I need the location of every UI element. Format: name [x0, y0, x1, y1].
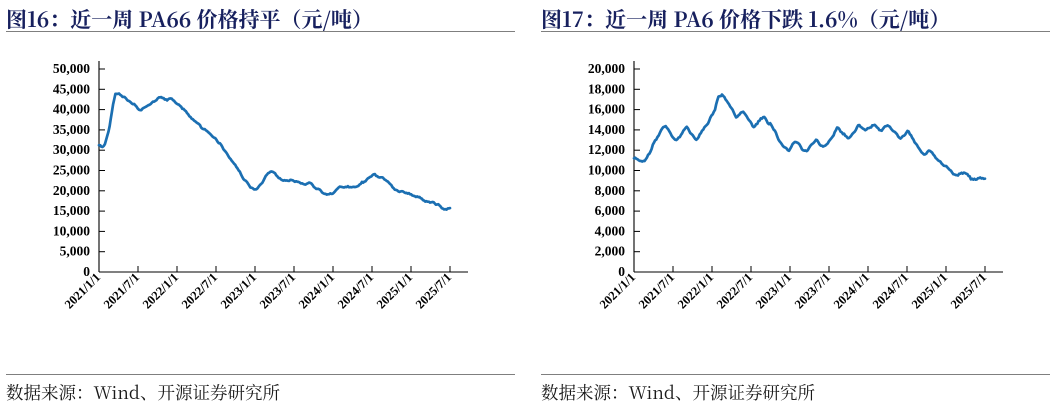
- svg-text:12,000: 12,000: [588, 142, 625, 157]
- svg-text:16,000: 16,000: [588, 102, 625, 117]
- svg-text:2025/1/1: 2025/1/1: [909, 270, 950, 311]
- svg-text:20,000: 20,000: [588, 61, 625, 76]
- svg-text:2024/7/1: 2024/7/1: [870, 270, 911, 311]
- svg-text:10,000: 10,000: [588, 163, 625, 178]
- svg-text:5,000: 5,000: [60, 244, 91, 259]
- svg-text:2024/7/1: 2024/7/1: [335, 270, 376, 311]
- svg-text:2023/1/1: 2023/1/1: [753, 270, 794, 311]
- svg-text:35,000: 35,000: [53, 122, 90, 137]
- svg-text:2024/1/1: 2024/1/1: [296, 270, 337, 311]
- svg-text:2022/7/1: 2022/7/1: [714, 270, 755, 311]
- svg-text:2022/1/1: 2022/1/1: [140, 270, 181, 311]
- svg-text:40,000: 40,000: [53, 102, 90, 117]
- svg-text:2,000: 2,000: [595, 244, 626, 259]
- svg-text:2023/7/1: 2023/7/1: [792, 270, 833, 311]
- svg-text:30,000: 30,000: [53, 142, 90, 157]
- svg-text:50,000: 50,000: [53, 61, 90, 76]
- svg-text:2025/1/1: 2025/1/1: [374, 270, 415, 311]
- svg-text:2024/1/1: 2024/1/1: [831, 270, 872, 311]
- svg-text:15,000: 15,000: [53, 203, 90, 218]
- svg-text:4,000: 4,000: [595, 223, 626, 238]
- svg-text:10,000: 10,000: [53, 223, 90, 238]
- svg-text:2022/7/1: 2022/7/1: [179, 270, 220, 311]
- svg-text:2023/7/1: 2023/7/1: [257, 270, 298, 311]
- svg-text:2021/7/1: 2021/7/1: [636, 270, 677, 311]
- svg-text:2021/7/1: 2021/7/1: [101, 270, 142, 311]
- svg-text:2025/7/1: 2025/7/1: [948, 270, 989, 311]
- svg-text:45,000: 45,000: [53, 81, 90, 96]
- svg-text:6,000: 6,000: [595, 203, 626, 218]
- svg-text:25,000: 25,000: [53, 163, 90, 178]
- svg-text:20,000: 20,000: [53, 183, 90, 198]
- svg-text:14,000: 14,000: [588, 122, 625, 137]
- svg-text:18,000: 18,000: [588, 81, 625, 96]
- svg-text:8,000: 8,000: [595, 183, 626, 198]
- svg-text:2025/7/1: 2025/7/1: [413, 270, 454, 311]
- svg-text:2023/1/1: 2023/1/1: [218, 270, 259, 311]
- svg-text:2022/1/1: 2022/1/1: [675, 270, 716, 311]
